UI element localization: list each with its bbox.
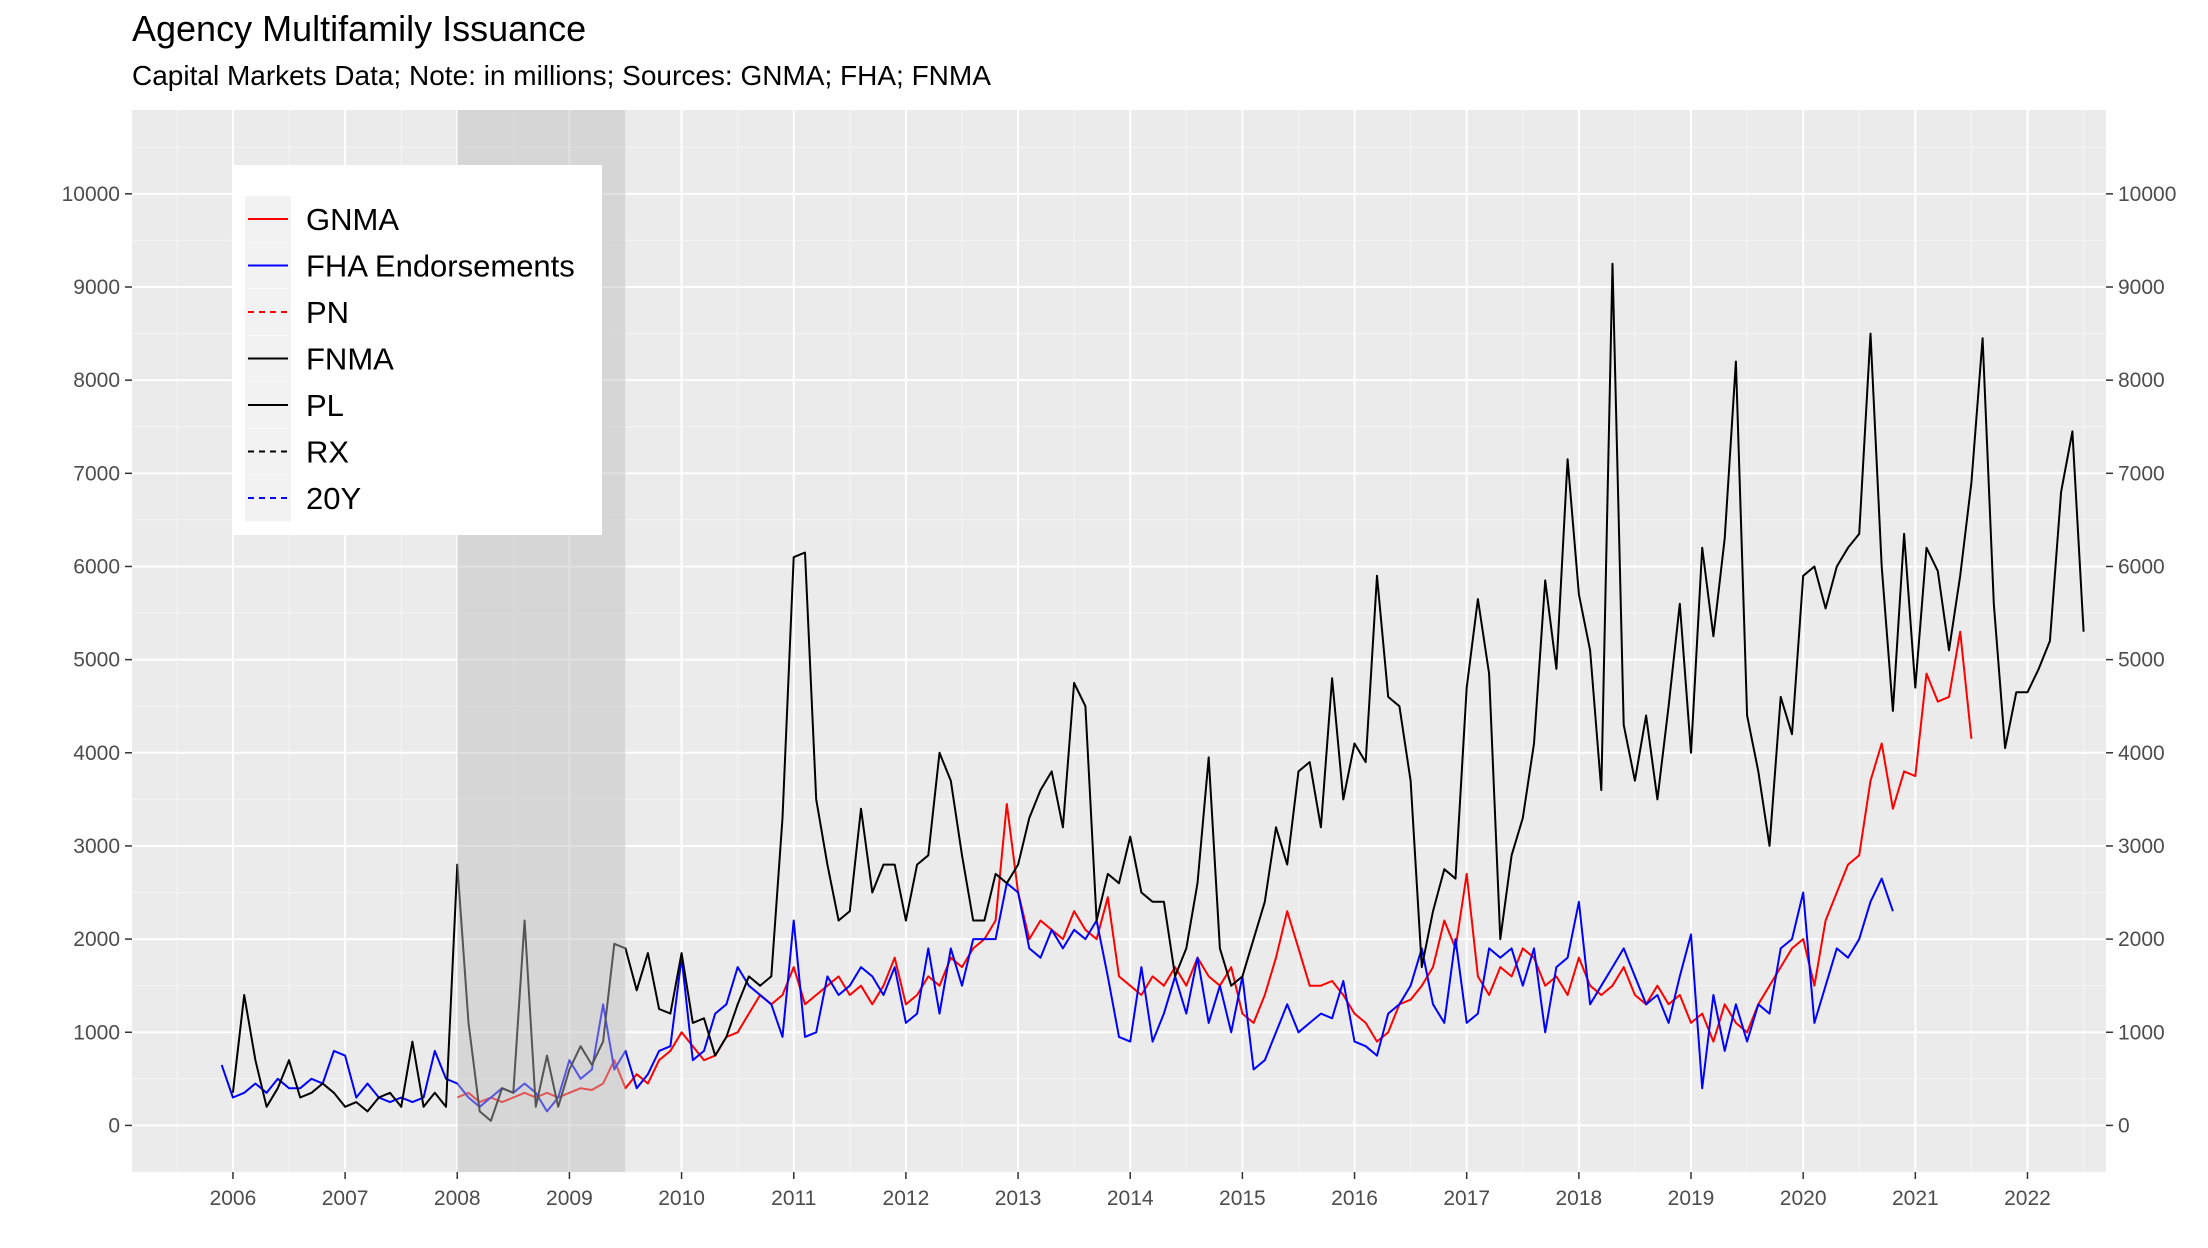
x-tick-label: 2020 — [1780, 1187, 1827, 1210]
chart-subtitle: Capital Markets Data; Note: in millions;… — [132, 60, 991, 91]
x-tick-label: 2010 — [658, 1187, 705, 1210]
y-tick-label-right: 4000 — [2118, 742, 2165, 765]
y-tick-label-left: 7000 — [73, 462, 120, 485]
y-tick-label-left: 1000 — [73, 1021, 120, 1044]
y-tick-label-right: 6000 — [2118, 555, 2165, 578]
series-line-fha-endorsements — [220, 877, 1894, 1113]
x-tick-label: 2006 — [210, 1187, 257, 1210]
x-tick-label: 2013 — [995, 1187, 1042, 1210]
x-tick-label: 2015 — [1219, 1187, 1266, 1210]
legend: GNMA FHA Endorsements PN FNMA PL RX 20Y — [232, 165, 602, 535]
series-line-fnma — [231, 262, 2085, 1122]
y-tick-label-left: 8000 — [73, 369, 120, 392]
x-tick-label: 2021 — [1892, 1187, 1939, 1210]
y-tick-label-right: 3000 — [2118, 835, 2165, 858]
y-tick-label-left: 0 — [108, 1114, 120, 1137]
y-tick-label-left: 10000 — [62, 183, 120, 206]
y-tick-label-right: 5000 — [2118, 649, 2165, 672]
legend-label: PL — [306, 388, 344, 423]
legend-box — [232, 165, 602, 535]
y-tick-label-left: 4000 — [73, 742, 120, 765]
chart-title: Agency Multifamily Issuance — [132, 8, 587, 49]
x-tick-label: 2007 — [322, 1187, 369, 1210]
x-tick-label: 2008 — [434, 1187, 481, 1210]
legend-label: FHA Endorsements — [306, 249, 575, 284]
legend-label: 20Y — [306, 481, 361, 516]
legend-label: FNMA — [306, 342, 394, 377]
x-tick-label: 2018 — [1555, 1187, 1602, 1210]
x-tick-label: 2017 — [1443, 1187, 1490, 1210]
y-tick-label-right: 10000 — [2118, 183, 2176, 206]
y-tick-label-left: 3000 — [73, 835, 120, 858]
x-tick-label: 2014 — [1107, 1187, 1154, 1210]
y-tick-label-right: 0 — [2118, 1114, 2130, 1137]
legend-label: GNMA — [306, 202, 399, 237]
x-tick-label: 2011 — [771, 1187, 816, 1210]
legend-label: RX — [306, 435, 349, 470]
x-tick-label: 2022 — [2004, 1187, 2051, 1210]
y-tick-label-left: 2000 — [73, 928, 120, 951]
x-tick-label: 2016 — [1331, 1187, 1378, 1210]
x-tick-label: 2012 — [883, 1187, 930, 1210]
x-tick-label: 2019 — [1668, 1187, 1715, 1210]
y-tick-label-right: 1000 — [2118, 1021, 2165, 1044]
y-tick-label-left: 6000 — [73, 555, 120, 578]
y-tick-label-left: 9000 — [73, 276, 120, 299]
y-tick-label-right: 9000 — [2118, 276, 2165, 299]
y-tick-label-right: 8000 — [2118, 369, 2165, 392]
y-tick-label-right: 2000 — [2118, 928, 2165, 951]
y-tick-label-right: 7000 — [2118, 462, 2165, 485]
y-tick-label-left: 5000 — [73, 649, 120, 672]
x-tick-label: 2009 — [546, 1187, 593, 1210]
legend-label: PN — [306, 295, 349, 330]
